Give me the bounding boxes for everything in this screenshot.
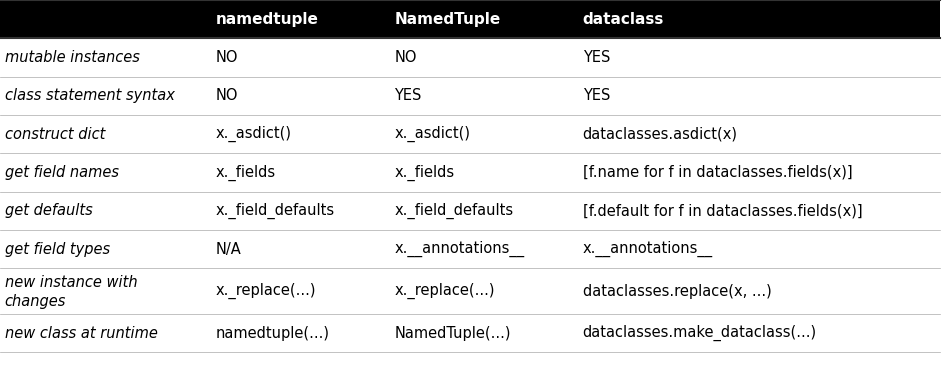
Text: YES: YES bbox=[583, 50, 610, 65]
Text: class statement syntax: class statement syntax bbox=[5, 88, 174, 103]
Text: namedtuple(...): namedtuple(...) bbox=[216, 326, 330, 341]
Text: dataclass: dataclass bbox=[583, 12, 664, 27]
FancyBboxPatch shape bbox=[0, 0, 940, 38]
Text: [f.default for f in dataclasses.fields(x)]: [f.default for f in dataclasses.fields(x… bbox=[583, 203, 862, 218]
Text: NamedTuple(...): NamedTuple(...) bbox=[395, 326, 511, 341]
Text: namedtuple: namedtuple bbox=[216, 12, 318, 27]
Text: x._fields: x._fields bbox=[216, 164, 276, 181]
Text: YES: YES bbox=[583, 88, 610, 103]
Text: get field names: get field names bbox=[5, 165, 119, 180]
Text: dataclasses.make_dataclass(...): dataclasses.make_dataclass(...) bbox=[583, 325, 817, 341]
Text: x._asdict(): x._asdict() bbox=[395, 126, 470, 142]
Text: x._replace(...): x._replace(...) bbox=[395, 283, 495, 299]
Text: new class at runtime: new class at runtime bbox=[5, 326, 157, 341]
Text: get defaults: get defaults bbox=[5, 203, 92, 218]
Text: mutable instances: mutable instances bbox=[5, 50, 139, 65]
Text: x._field_defaults: x._field_defaults bbox=[216, 203, 334, 219]
Text: x._field_defaults: x._field_defaults bbox=[395, 203, 513, 219]
Text: [f.name for f in dataclasses.fields(x)]: [f.name for f in dataclasses.fields(x)] bbox=[583, 165, 853, 180]
Text: construct dict: construct dict bbox=[5, 127, 106, 142]
Text: x._replace(...): x._replace(...) bbox=[216, 283, 317, 299]
Text: NO: NO bbox=[216, 50, 238, 65]
Text: x.__annotations__: x.__annotations__ bbox=[583, 241, 713, 257]
Text: YES: YES bbox=[395, 88, 422, 103]
Text: NamedTuple: NamedTuple bbox=[395, 12, 500, 27]
Text: NO: NO bbox=[216, 88, 238, 103]
Text: changes: changes bbox=[5, 295, 66, 310]
Text: dataclasses.asdict(x): dataclasses.asdict(x) bbox=[583, 127, 738, 142]
Text: N/A: N/A bbox=[216, 242, 241, 257]
Text: NO: NO bbox=[395, 50, 416, 65]
Text: dataclasses.replace(x, ...): dataclasses.replace(x, ...) bbox=[583, 284, 771, 299]
Text: new instance with: new instance with bbox=[5, 274, 138, 290]
Text: x._fields: x._fields bbox=[395, 164, 454, 181]
Text: x._asdict(): x._asdict() bbox=[216, 126, 292, 142]
Text: get field types: get field types bbox=[5, 242, 110, 257]
Text: x.__annotations__: x.__annotations__ bbox=[395, 241, 525, 257]
